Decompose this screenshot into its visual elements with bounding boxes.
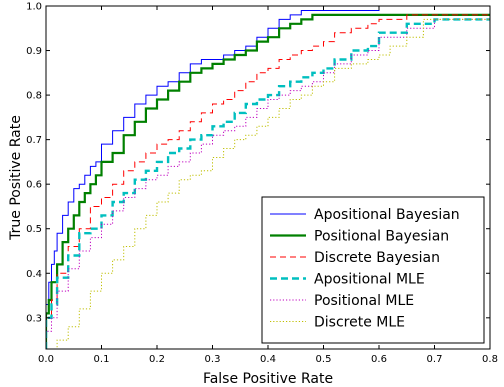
x-tick-label: 0.3 — [205, 354, 221, 365]
x-tick-label: 0.0 — [38, 354, 54, 365]
legend-item: Positional Bayesian — [270, 229, 449, 245]
legend-label: Apositional Bayesian — [314, 207, 460, 223]
series-line-discrete-bayesian — [46, 14, 490, 349]
legend-label: Positional MLE — [314, 293, 414, 309]
x-tick-label: 0.7 — [427, 354, 443, 365]
y-axis-label: True Positive Rate — [8, 115, 24, 241]
legend-box — [261, 196, 485, 344]
legend-label: Apositional MLE — [314, 272, 425, 288]
legend-item: Positional MLE — [270, 293, 414, 309]
x-tick-label: 0.2 — [149, 354, 165, 365]
x-tick-label: 0.6 — [371, 354, 387, 365]
x-tick-label: 0.4 — [260, 354, 276, 365]
legend-item: Discrete MLE — [270, 315, 405, 331]
x-tick-label: 0.1 — [94, 354, 110, 365]
series-layer — [46, 6, 490, 349]
x-tick-label: 0.5 — [316, 354, 332, 365]
legend-label: Discrete Bayesian — [314, 250, 440, 266]
x-axis-ticks: 0.0 0.1 0.2 0.3 0.4 0.5 0.6 0.7 0.8 — [38, 6, 498, 365]
series-line-apositional-mle — [46, 18, 490, 349]
legend-item: Discrete Bayesian — [270, 250, 440, 266]
legend-label: Discrete MLE — [314, 315, 405, 331]
y-tick-label: 0.8 — [26, 91, 42, 102]
y-axis-ticks: 0.3 0.4 0.5 0.6 0.7 0.8 0.9 1.0 — [26, 2, 490, 324]
legend-item: Apositional Bayesian — [270, 207, 460, 223]
y-tick-label: 0.5 — [26, 224, 42, 235]
y-tick-label: 1.0 — [26, 2, 42, 13]
y-tick-label: 0.3 — [26, 313, 42, 324]
legend: Apositional Bayesian Positional Bayesian D… — [261, 196, 485, 344]
legend-items: Apositional Bayesian Positional Bayesian D… — [270, 207, 460, 331]
series-line-positional-mle — [46, 18, 490, 349]
series-line-positional-bayesian — [46, 13, 490, 349]
y-tick-label: 0.6 — [26, 180, 42, 191]
x-axis-label: False Positive Rate — [203, 371, 333, 387]
y-tick-label: 0.7 — [26, 135, 42, 146]
legend-item: Apositional MLE — [270, 272, 425, 288]
series-line-apositional-bayesian — [46, 6, 490, 349]
legend-label: Positional Bayesian — [314, 229, 449, 245]
y-tick-label: 0.4 — [26, 269, 42, 280]
y-tick-label: 0.9 — [26, 46, 42, 57]
x-tick-label: 0.8 — [482, 354, 498, 365]
